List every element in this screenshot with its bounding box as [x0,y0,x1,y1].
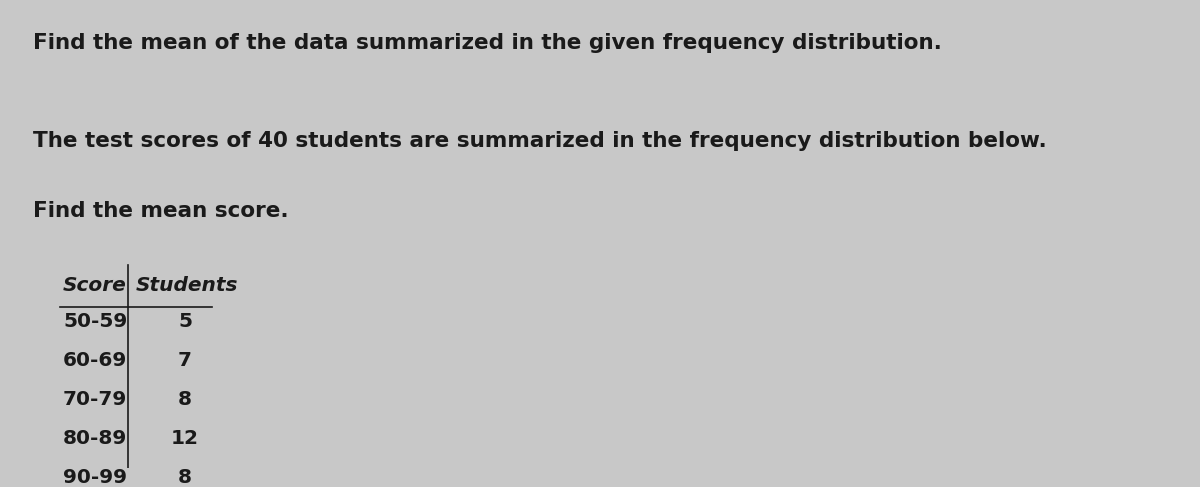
Text: 8: 8 [178,468,192,487]
Text: 8: 8 [178,390,192,409]
Text: 12: 12 [172,429,199,448]
Text: Score: Score [64,276,127,295]
Text: 90-99: 90-99 [64,468,127,487]
Text: 70-79: 70-79 [64,390,127,409]
Text: 5: 5 [178,312,192,332]
Text: Students: Students [136,276,239,295]
Text: Find the mean of the data summarized in the given frequency distribution.: Find the mean of the data summarized in … [32,33,942,53]
Text: 60-69: 60-69 [64,351,127,370]
Text: 7: 7 [178,351,192,370]
Text: 80-89: 80-89 [64,429,127,448]
Text: The test scores of 40 students are summarized in the frequency distribution belo: The test scores of 40 students are summa… [32,131,1046,151]
Text: 50-59: 50-59 [64,312,127,332]
Text: Find the mean score.: Find the mean score. [32,202,288,222]
